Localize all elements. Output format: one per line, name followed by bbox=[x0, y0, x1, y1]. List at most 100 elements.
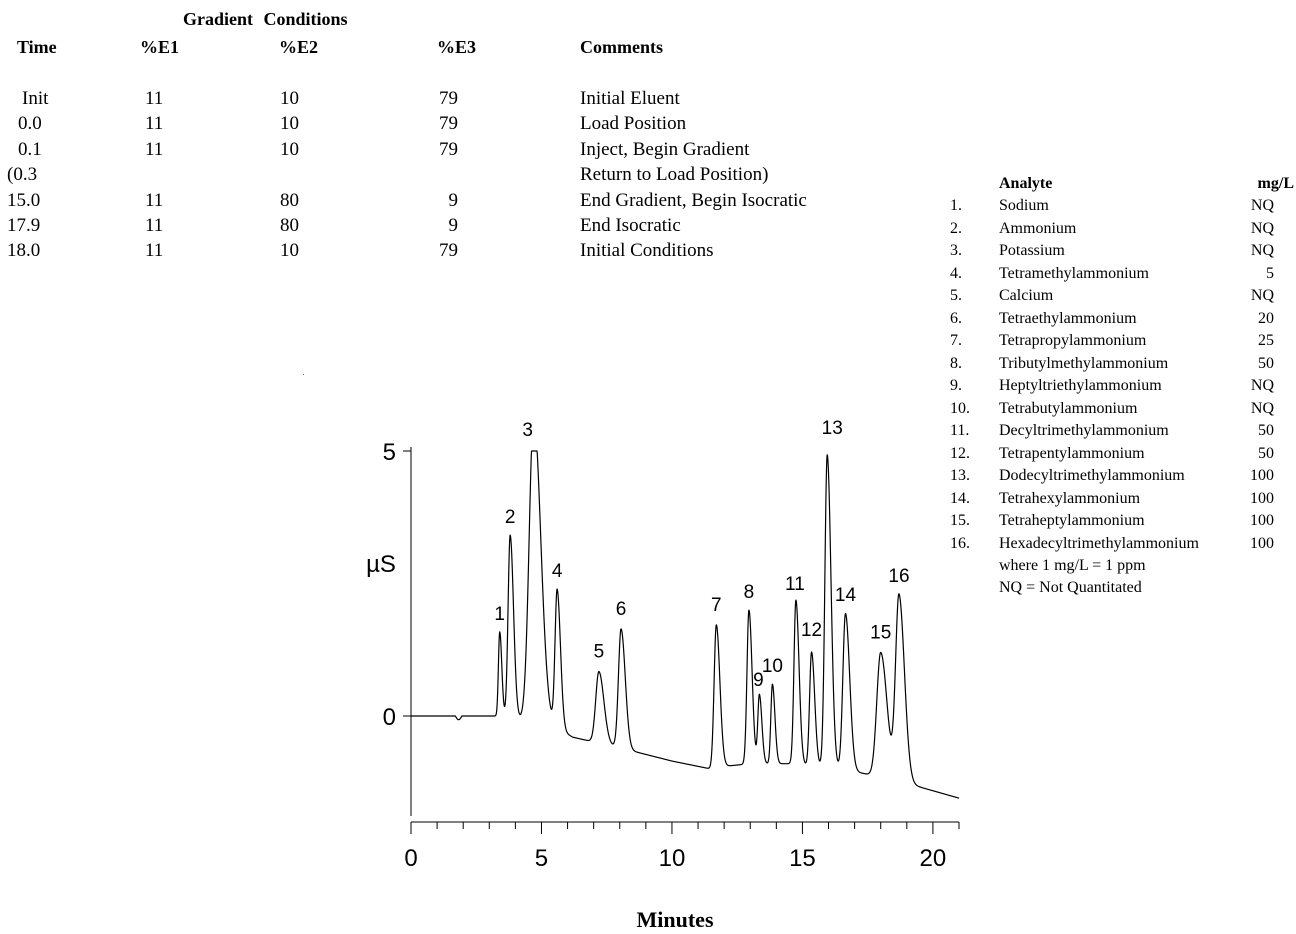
col-header-time: Time bbox=[17, 37, 57, 57]
legend-conc: 50 bbox=[1258, 444, 1274, 462]
col-header-e1: %E1 bbox=[140, 37, 180, 57]
gradient-cell-e1: 11 bbox=[145, 138, 164, 160]
legend-conc: 100 bbox=[1250, 489, 1274, 507]
gradient-cell-e2: 80 bbox=[280, 189, 299, 211]
legend-name: Hexadecyltrimethylammonium bbox=[999, 534, 1199, 552]
peak-label: 11 bbox=[785, 574, 805, 595]
gradient-cell-e1: 11 bbox=[145, 240, 164, 262]
legend-conc: 100 bbox=[1250, 512, 1274, 529]
legend-conc: 50 bbox=[1258, 354, 1274, 372]
legend-num: 11. bbox=[950, 422, 970, 439]
x-tick-label: 15 bbox=[789, 845, 816, 872]
x-tick-label: 10 bbox=[659, 845, 686, 872]
gradient-cell-e2: 10 bbox=[280, 113, 299, 135]
chromatogram-trace bbox=[410, 450, 960, 799]
gradient-cell-time: (0.3 bbox=[7, 164, 38, 186]
gradient-cell-e3: 79 bbox=[439, 138, 458, 160]
peak-label: 4 bbox=[552, 561, 563, 582]
legend-num: 4. bbox=[950, 264, 962, 282]
legend-num: 3. bbox=[950, 242, 962, 259]
gradient-cell-time: 18.0 bbox=[7, 240, 41, 262]
legend-conc: NQ bbox=[1250, 377, 1274, 394]
legend-num: 16. bbox=[950, 534, 970, 552]
x-axis-label: Minutes bbox=[636, 907, 714, 932]
col-header-e3: %E3 bbox=[437, 37, 477, 57]
y-axis-label: µS bbox=[366, 551, 396, 578]
legend-num: 5. bbox=[950, 287, 962, 304]
legend-name: Heptyltriethylammonium bbox=[999, 377, 1162, 394]
gradient-cell-comment: Return to Load Position) bbox=[580, 164, 769, 186]
gradient-cell-e2: 10 bbox=[280, 240, 299, 262]
gradient-cell-time: 0.0 bbox=[18, 113, 42, 135]
peak-label: 14 bbox=[835, 585, 857, 606]
gradient-cell-e3: 9 bbox=[448, 215, 459, 236]
legend-conc: 100 bbox=[1250, 467, 1274, 484]
gradient-cell-e3: 79 bbox=[439, 88, 458, 109]
legend-name: Decyltrimethylammonium bbox=[999, 422, 1169, 439]
col-header-comments: Comments bbox=[580, 37, 663, 57]
gradient-cell-e1: 11 bbox=[145, 88, 164, 109]
legend-name: Tributylmethylammonium bbox=[999, 354, 1169, 372]
gradient-cell-comment: End Isocratic bbox=[580, 215, 681, 236]
x-tick-label: 0 bbox=[404, 845, 417, 872]
peak-label: 3 bbox=[522, 420, 533, 441]
legend-num: 10. bbox=[950, 399, 970, 417]
legend-num: 14. bbox=[950, 489, 970, 507]
gradient-cell-time: 17.9 bbox=[7, 215, 41, 236]
col-header-e2: %E2 bbox=[279, 37, 319, 57]
legend-conc: 50 bbox=[1258, 422, 1274, 439]
legend-name: Tetraheptylammonium bbox=[999, 512, 1145, 529]
legend-conc: NQ bbox=[1250, 287, 1274, 304]
peak-label: 12 bbox=[801, 620, 822, 641]
peak-label: 6 bbox=[616, 599, 627, 620]
gradient-cell-comment: Load Position bbox=[580, 113, 687, 135]
legend-name: Ammonium bbox=[999, 219, 1077, 237]
legend-num: 13. bbox=[950, 467, 970, 484]
peak-label: 5 bbox=[594, 642, 605, 663]
gradient-cell-time: Init bbox=[22, 88, 49, 109]
legend-header-conc: mg/L bbox=[1257, 175, 1294, 192]
y-tick-label: 5 bbox=[383, 439, 396, 466]
legend-num: 6. bbox=[950, 309, 962, 327]
legend-conc: NQ bbox=[1250, 399, 1274, 417]
gradient-cell-comment: Initial Eluent bbox=[580, 88, 680, 109]
legend-name: Potassium bbox=[999, 242, 1065, 259]
legend-name: Sodium bbox=[999, 197, 1049, 214]
peak-label: 15 bbox=[870, 622, 891, 643]
gradient-cell-e2: 80 bbox=[280, 215, 299, 236]
legend-name: Tetraethylammonium bbox=[999, 309, 1137, 327]
legend-num: 1. bbox=[950, 197, 962, 214]
x-tick-label: 5 bbox=[535, 845, 548, 872]
x-tick-label: 20 bbox=[920, 845, 947, 872]
legend-num: 12. bbox=[950, 444, 970, 462]
legend-name: Tetrabutylammonium bbox=[999, 399, 1138, 417]
legend-conc: 5 bbox=[1266, 264, 1274, 282]
gradient-cell-e1: 11 bbox=[145, 189, 164, 211]
gradient-cell-comment: Initial Conditions bbox=[580, 240, 714, 262]
legend-conc: NQ bbox=[1250, 197, 1274, 214]
legend-name: Tetrapentylammonium bbox=[999, 444, 1145, 462]
peak-label: 8 bbox=[744, 582, 755, 603]
legend-conc: 20 bbox=[1258, 309, 1274, 327]
legend-name: Calcium bbox=[999, 287, 1054, 304]
peak-label: 10 bbox=[762, 656, 783, 677]
legend-conc: NQ bbox=[1250, 219, 1274, 237]
legend-num: 2. bbox=[950, 219, 962, 237]
peak-label: 13 bbox=[822, 418, 843, 439]
gradient-cell-time: 0.1 bbox=[18, 138, 42, 160]
gradient-cell-e3: 79 bbox=[439, 240, 458, 262]
gradient-cell-e3: 9 bbox=[448, 189, 459, 211]
legend-conc: 100 bbox=[1250, 534, 1274, 552]
legend-num: 7. bbox=[950, 332, 962, 349]
gradient-cell-e2: 10 bbox=[280, 88, 299, 109]
peak-label: 7 bbox=[711, 595, 722, 616]
gradient-cell-e2: 10 bbox=[280, 138, 299, 160]
peak-label: 2 bbox=[505, 507, 516, 528]
legend-note: where 1 mg/L = 1 ppm bbox=[999, 557, 1146, 574]
gradient-cell-comment: Inject, Begin Gradient bbox=[580, 138, 750, 160]
gradient-cell-e3: 79 bbox=[439, 113, 458, 135]
legend-name: Tetramethylammonium bbox=[999, 264, 1149, 282]
gradient-cell-e1: 11 bbox=[145, 215, 164, 236]
